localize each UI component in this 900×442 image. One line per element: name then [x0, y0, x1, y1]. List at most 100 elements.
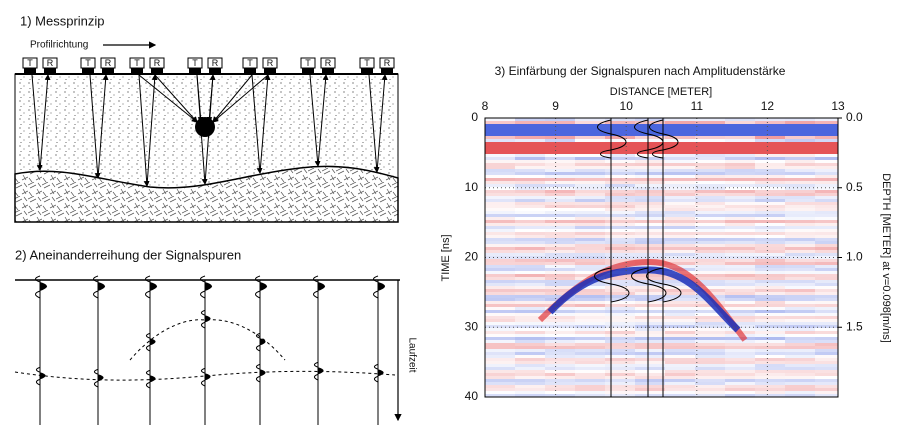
radar-cell: [755, 340, 785, 343]
radar-cell: [755, 211, 785, 214]
radar-cell: [755, 325, 785, 328]
radar-cell: [755, 379, 785, 382]
radar-cell: [695, 253, 725, 256]
radar-cell: [635, 250, 665, 253]
radar-cell: [815, 178, 838, 181]
radar-cell: [635, 379, 665, 382]
radar-cell: [785, 247, 815, 250]
radar-cell: [785, 235, 815, 238]
radar-cell: [815, 124, 838, 127]
radar-cell: [785, 298, 815, 301]
radar-cell: [725, 241, 755, 244]
radar-cell: [665, 265, 695, 268]
radar-cell: [815, 241, 838, 244]
radar-cell: [575, 370, 605, 373]
ray: [251, 74, 263, 174]
radar-cell: [635, 361, 665, 364]
radar-cell: [515, 244, 545, 247]
radar-cell: [755, 145, 785, 148]
radar-cell: [785, 154, 815, 157]
radar-cell: [515, 325, 545, 328]
radar-cell: [695, 268, 725, 271]
radar-cell: [785, 256, 815, 259]
radar-cell: [695, 217, 725, 220]
radar-cell: [755, 229, 785, 232]
radar-cell: [635, 340, 665, 343]
radar-cell: [725, 298, 755, 301]
radar-cell: [485, 313, 515, 316]
radar-cell: [695, 226, 725, 229]
radar-cell: [785, 259, 815, 262]
radar-cell: [545, 247, 575, 250]
radar-cell: [695, 265, 725, 268]
radar-cell: [485, 298, 515, 301]
radar-cell: [665, 310, 695, 313]
radar-cell: [785, 262, 815, 265]
radar-cell: [665, 331, 695, 334]
radar-cell: [575, 217, 605, 220]
trace-wiggle: [649, 119, 679, 159]
radar-cell: [695, 376, 725, 379]
radar-cell: [485, 382, 515, 385]
radar-cell: [755, 118, 785, 121]
wavelet-side: [255, 275, 261, 299]
wavelet-side: [373, 363, 379, 383]
radar-cell: [755, 205, 785, 208]
antenna-label: T: [192, 58, 198, 68]
radar-cell: [575, 355, 605, 358]
radar-cell: [545, 220, 575, 223]
radar-cell: [545, 364, 575, 367]
radar-cell: [755, 280, 785, 283]
radar-cell: [815, 166, 838, 169]
radar-cell: [725, 205, 755, 208]
radar-cell: [815, 385, 838, 388]
radar-cell: [605, 367, 635, 370]
radar-cell: [815, 214, 838, 217]
radar-cell: [785, 127, 815, 130]
radar-cell: [815, 376, 845, 379]
radar-cell: [665, 304, 695, 307]
x-tick-label: 11: [691, 99, 704, 113]
radar-cell: [725, 118, 755, 121]
radar-cell: [815, 337, 838, 340]
radar-cell: [785, 172, 815, 175]
radar-cell: [485, 265, 515, 268]
radar-cell: [815, 136, 838, 139]
wavelet-lobe: [150, 282, 157, 291]
radar-cell: [785, 148, 815, 151]
radar-cell: [725, 391, 755, 394]
radar-cell: [665, 202, 695, 205]
radar-cell: [515, 385, 545, 388]
radar-cell: [785, 385, 815, 388]
radar-cell: [695, 355, 725, 358]
radar-cell: [665, 121, 695, 124]
radar-cell: [485, 268, 515, 271]
radar-cell: [515, 211, 545, 214]
radar-cell: [485, 178, 515, 181]
radar-cell: [665, 337, 695, 340]
radar-cell: [635, 307, 665, 310]
radar-cell: [815, 142, 838, 145]
wavelet-side: [313, 275, 319, 299]
radar-cell: [725, 184, 755, 187]
radar-cell: [515, 229, 545, 232]
wavelet-side: [255, 332, 261, 352]
radar-cell: [755, 133, 785, 136]
y-tick-label: 40: [465, 389, 479, 403]
radar-cell: [605, 145, 635, 148]
radar-cell: [665, 325, 695, 328]
radar-cell: [575, 379, 605, 382]
radar-cell: [695, 370, 725, 373]
radar-cell: [635, 193, 665, 196]
radar-cell: [725, 214, 755, 217]
radar-cell: [665, 280, 695, 283]
radar-cell: [665, 382, 695, 385]
radar-cell: [815, 256, 838, 259]
radar-cell: [605, 190, 635, 193]
radar-cell: [815, 355, 845, 358]
radar-cell: [575, 292, 605, 295]
radar-cell: [485, 151, 515, 154]
x-tick-label: 9: [552, 99, 559, 113]
radar-cell: [815, 205, 838, 208]
radar-cell: [575, 304, 605, 307]
